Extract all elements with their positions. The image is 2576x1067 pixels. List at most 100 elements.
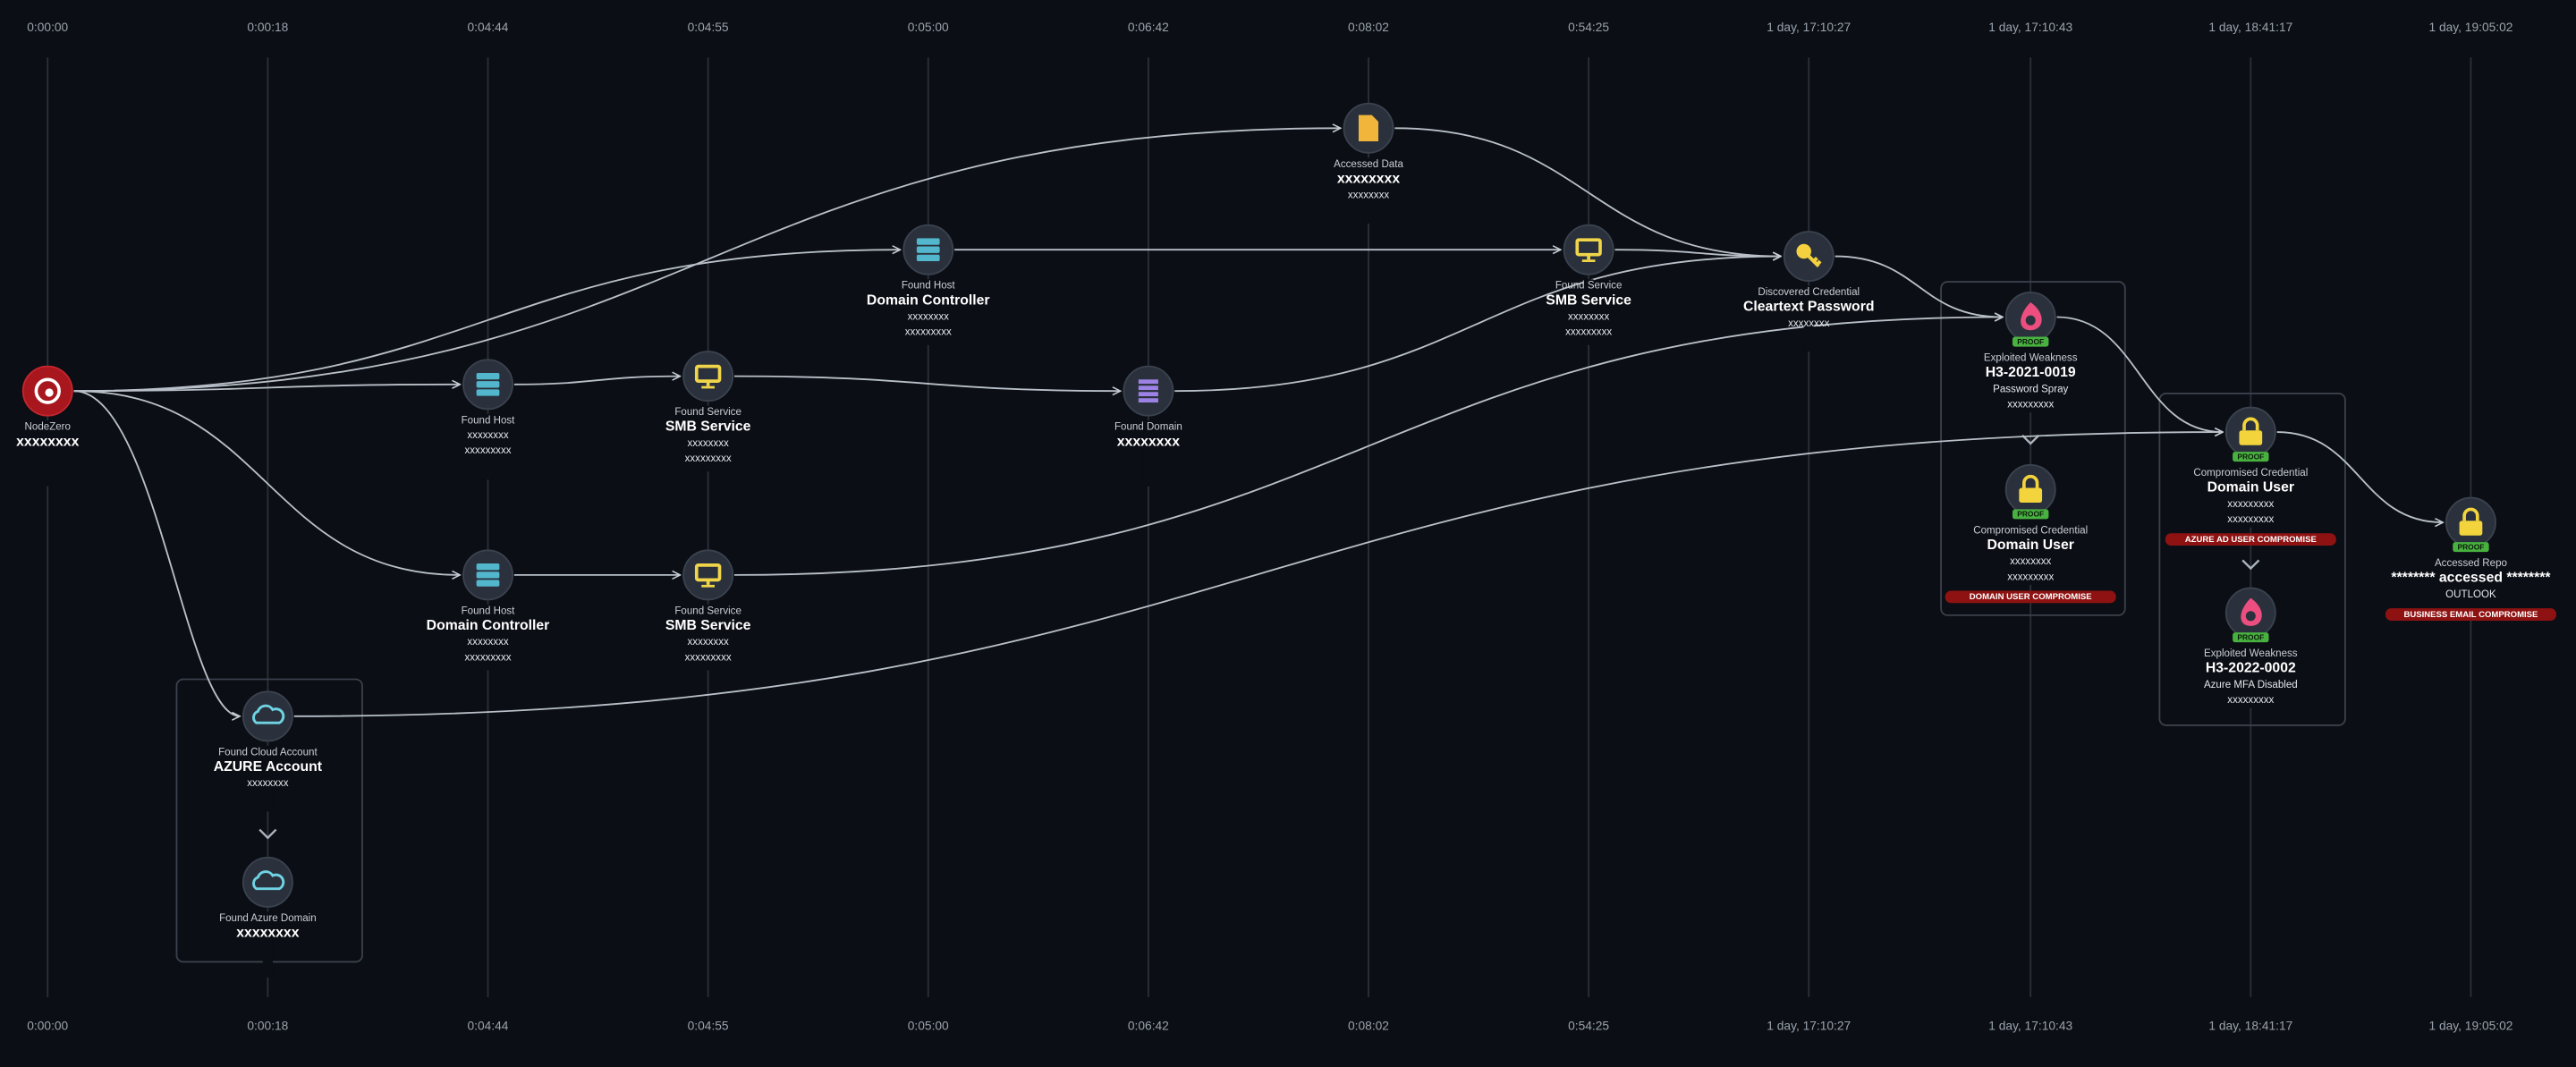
time-label-bottom: 0:54:25 — [1568, 1020, 1609, 1033]
time-label-top: 0:05:00 — [908, 21, 949, 34]
node-label-bg — [262, 745, 273, 812]
time-label-top: 0:00:18 — [247, 21, 288, 34]
icon-part — [2025, 315, 2036, 326]
node-kind: Compromised Credential — [2193, 468, 2308, 478]
node-detail: xxxxxxxxx — [2227, 514, 2274, 525]
node-detail: xxxxxxxxx — [2007, 399, 2054, 410]
proof-badge — [2453, 542, 2489, 553]
node-label-bg — [923, 279, 934, 345]
time-label-top: 1 day, 19:05:02 — [2429, 21, 2513, 34]
icon-part — [1587, 254, 1590, 260]
proof-label: PROOF — [2017, 337, 2044, 346]
node-kind: Found Service — [1555, 281, 1623, 292]
node-circle — [242, 690, 293, 742]
node-detail: xxxxxxxx — [688, 438, 729, 449]
time-label-bottom: 0:00:18 — [247, 1020, 288, 1033]
edge — [2276, 431, 2444, 522]
node-label-bg — [2465, 552, 2476, 618]
node-label-bg — [42, 420, 53, 487]
icon-part — [916, 246, 940, 253]
proof-badge — [2233, 632, 2269, 643]
node-detail: Password Spray — [1993, 384, 2068, 394]
node-kind: Found Cloud Account — [218, 747, 318, 758]
edge — [73, 390, 241, 716]
icon-part — [1138, 392, 1158, 397]
time-label-top: 0:06:42 — [1128, 21, 1169, 34]
node-kind: Found Azure Domain — [219, 913, 317, 924]
node-circle — [1123, 365, 1174, 417]
node-label-bg — [703, 604, 714, 671]
node: PROOF Exploited Weakness H3-2021-0019 Passw… — [1984, 292, 2078, 413]
node-label-bg — [483, 413, 494, 480]
edge — [1394, 127, 1781, 256]
edge — [73, 250, 901, 393]
node-circle — [682, 549, 734, 601]
node-kind: Discovered Credential — [1758, 287, 1860, 298]
icon-part — [252, 870, 285, 891]
edges — [73, 127, 2444, 716]
node-detail: xxxxxxxx — [467, 637, 508, 648]
node-title: xxxxxxxx — [236, 925, 299, 940]
icon-part — [476, 389, 500, 396]
icon-part — [916, 238, 940, 245]
node-label-bg — [2245, 462, 2256, 528]
node-kind: Found Host — [462, 415, 516, 426]
time-label-top: 1 day, 18:41:17 — [2208, 21, 2292, 34]
icon-part — [1138, 398, 1158, 403]
icon-part — [1581, 259, 1596, 262]
node-title: Domain User — [2207, 480, 2294, 495]
icon-part — [1138, 385, 1158, 391]
node-label-bg — [2025, 519, 2036, 585]
icon-part — [2459, 521, 2483, 536]
time-label-bottom: 1 day, 19:05:02 — [2429, 1020, 2513, 1033]
node-title: xxxxxxxx — [1117, 434, 1180, 449]
node-kind: NodeZero — [25, 422, 71, 433]
icon-part — [476, 563, 500, 571]
node-detail: xxxxxxxx — [1348, 191, 1389, 201]
node-detail: xxxxxxxx — [908, 312, 949, 323]
proof-badge — [2012, 336, 2049, 347]
time-label-top: 0:08:02 — [1348, 21, 1389, 34]
icon-part — [1805, 253, 1822, 268]
icon-part — [476, 580, 500, 587]
node-title: Domain User — [1987, 538, 2074, 553]
node-kind: Found Domain — [1114, 422, 1182, 433]
node-detail: xxxxxxxx — [688, 637, 729, 648]
node-title: Domain Controller — [867, 292, 990, 308]
node-label-bg — [1803, 285, 1814, 352]
icon-part — [2022, 474, 2039, 488]
impact-tag-label: BUSINESS EMAIL COMPROMISE — [2403, 610, 2538, 620]
node-kind: Compromised Credential — [1973, 525, 2088, 536]
icon-part — [1358, 114, 1379, 141]
node-detail: OUTLOOK — [2445, 589, 2496, 600]
time-label-top: 0:04:44 — [468, 21, 509, 34]
node-title: SMB Service — [1546, 292, 1631, 308]
time-label-top: 1 day, 17:10:43 — [1988, 21, 2072, 34]
icon-part — [476, 381, 500, 388]
node-kind: Exploited Weakness — [1984, 352, 2078, 363]
node-detail: xxxxxxxxx — [464, 652, 511, 663]
edge — [734, 318, 2003, 576]
node-kind: Found Host — [462, 605, 516, 616]
node-title: Cleartext Password — [1743, 300, 1874, 315]
node-label-bg — [2245, 642, 2256, 708]
chevron — [258, 828, 277, 840]
time-label-top: 1 day, 17:10:27 — [1767, 21, 1851, 34]
time-label-bottom: 0:05:00 — [908, 1020, 949, 1033]
icon-part — [2462, 507, 2479, 521]
chevron — [2241, 559, 2260, 571]
node-detail: xxxxxxxx — [247, 778, 288, 789]
proof-label: PROOF — [2017, 510, 2044, 519]
impact-tag — [1945, 590, 2116, 604]
node-detail: xxxxxxxxx — [2227, 695, 2274, 706]
group-box — [2158, 393, 2346, 726]
node-kind: Found Service — [674, 605, 741, 616]
